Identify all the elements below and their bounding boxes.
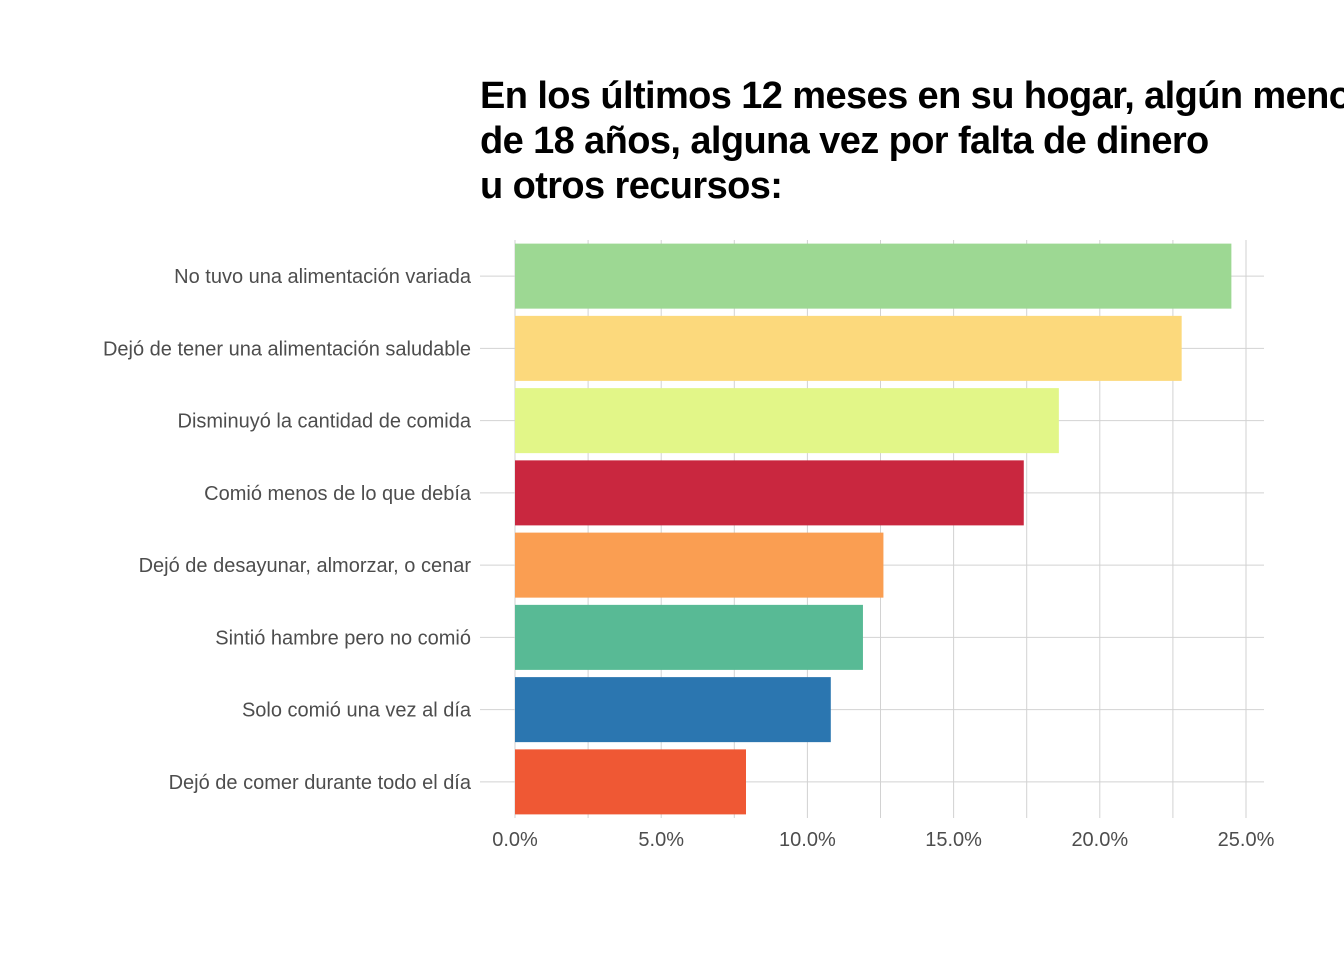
x-tick-label: 25.0%	[1218, 829, 1275, 851]
category-label: No tuvo una alimentación variada	[174, 266, 472, 288]
bar	[515, 388, 1059, 454]
bar	[515, 604, 863, 670]
x-tick-label: 15.0%	[925, 829, 982, 851]
x-tick-labels: 0.0% 5.0% 10.0% 15.0% 20.0% 25.0%	[492, 829, 1274, 851]
category-label: Dejó de tener una alimentación saludable	[103, 338, 471, 360]
category-label: Dejó de desayunar, almorzar, o cenar	[139, 555, 472, 577]
category-label: Solo comió una vez al día	[242, 700, 472, 722]
category-label: Sintió hambre pero no comió	[215, 627, 471, 649]
bars	[515, 243, 1232, 815]
category-label: Disminuyó la cantidad de comida	[178, 411, 472, 433]
chart-title: En los últimos 12 meses en su hogar, alg…	[480, 74, 1344, 209]
chart-title-line-3: u otros recursos:	[480, 165, 783, 207]
x-tick-label: 10.0%	[779, 829, 836, 851]
category-labels: No tuvo una alimentación variada Dejó de …	[103, 266, 472, 794]
chart-title-line-2: de 18 años, alguna vez por falta de dine…	[480, 120, 1209, 162]
x-tick-label: 5.0%	[638, 829, 684, 851]
category-label: Comió menos de lo que debía	[204, 483, 472, 505]
bar	[515, 677, 831, 743]
bar	[515, 460, 1024, 526]
bar	[515, 315, 1182, 381]
bar	[515, 243, 1232, 309]
chart-title-line-1: En los últimos 12 meses en su hogar, alg…	[480, 75, 1344, 117]
category-label: Dejó de comer durante todo el día	[169, 772, 472, 794]
bar	[515, 749, 746, 815]
bar	[515, 532, 884, 598]
x-tick-label: 0.0%	[492, 829, 538, 851]
x-tick-label: 20.0%	[1071, 829, 1128, 851]
